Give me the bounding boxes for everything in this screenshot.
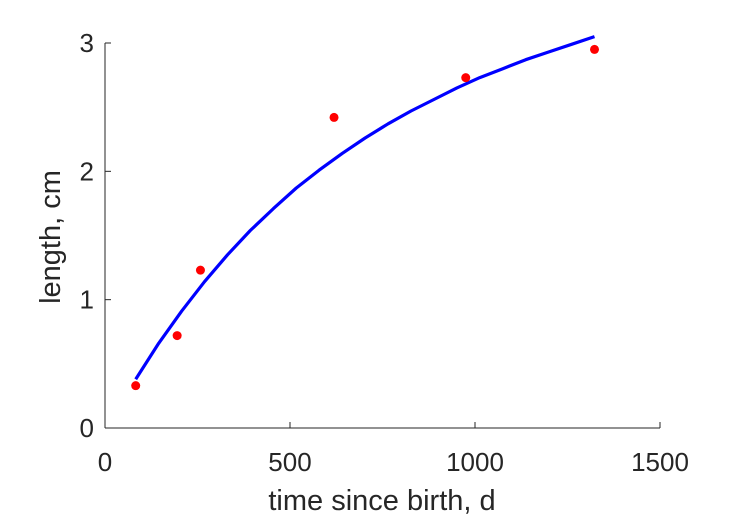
data-point xyxy=(461,73,471,83)
x-tick-label: 500 xyxy=(268,447,311,477)
data-point xyxy=(590,44,600,54)
x-tick-label: 1500 xyxy=(631,447,689,477)
y-tick-label: 1 xyxy=(80,285,94,315)
y-axis-label: length, cm xyxy=(35,170,67,304)
fit-curve xyxy=(134,35,596,381)
data-point xyxy=(172,331,182,341)
y-tick-label: 0 xyxy=(80,413,94,443)
y-ticks: 0 1 2 3 xyxy=(80,28,111,443)
axes xyxy=(104,43,660,429)
data-point xyxy=(195,265,205,275)
x-tick-label: 1000 xyxy=(446,447,504,477)
y-tick-label: 3 xyxy=(80,28,94,58)
plot-area xyxy=(131,35,600,391)
data-point xyxy=(329,112,339,122)
x-tick-label: 0 xyxy=(98,447,112,477)
x-axis-label: time since birth, d xyxy=(268,485,495,517)
x-ticks: 0 500 1000 1500 xyxy=(98,422,689,477)
y-tick-label: 2 xyxy=(80,156,94,186)
data-point xyxy=(131,381,141,391)
